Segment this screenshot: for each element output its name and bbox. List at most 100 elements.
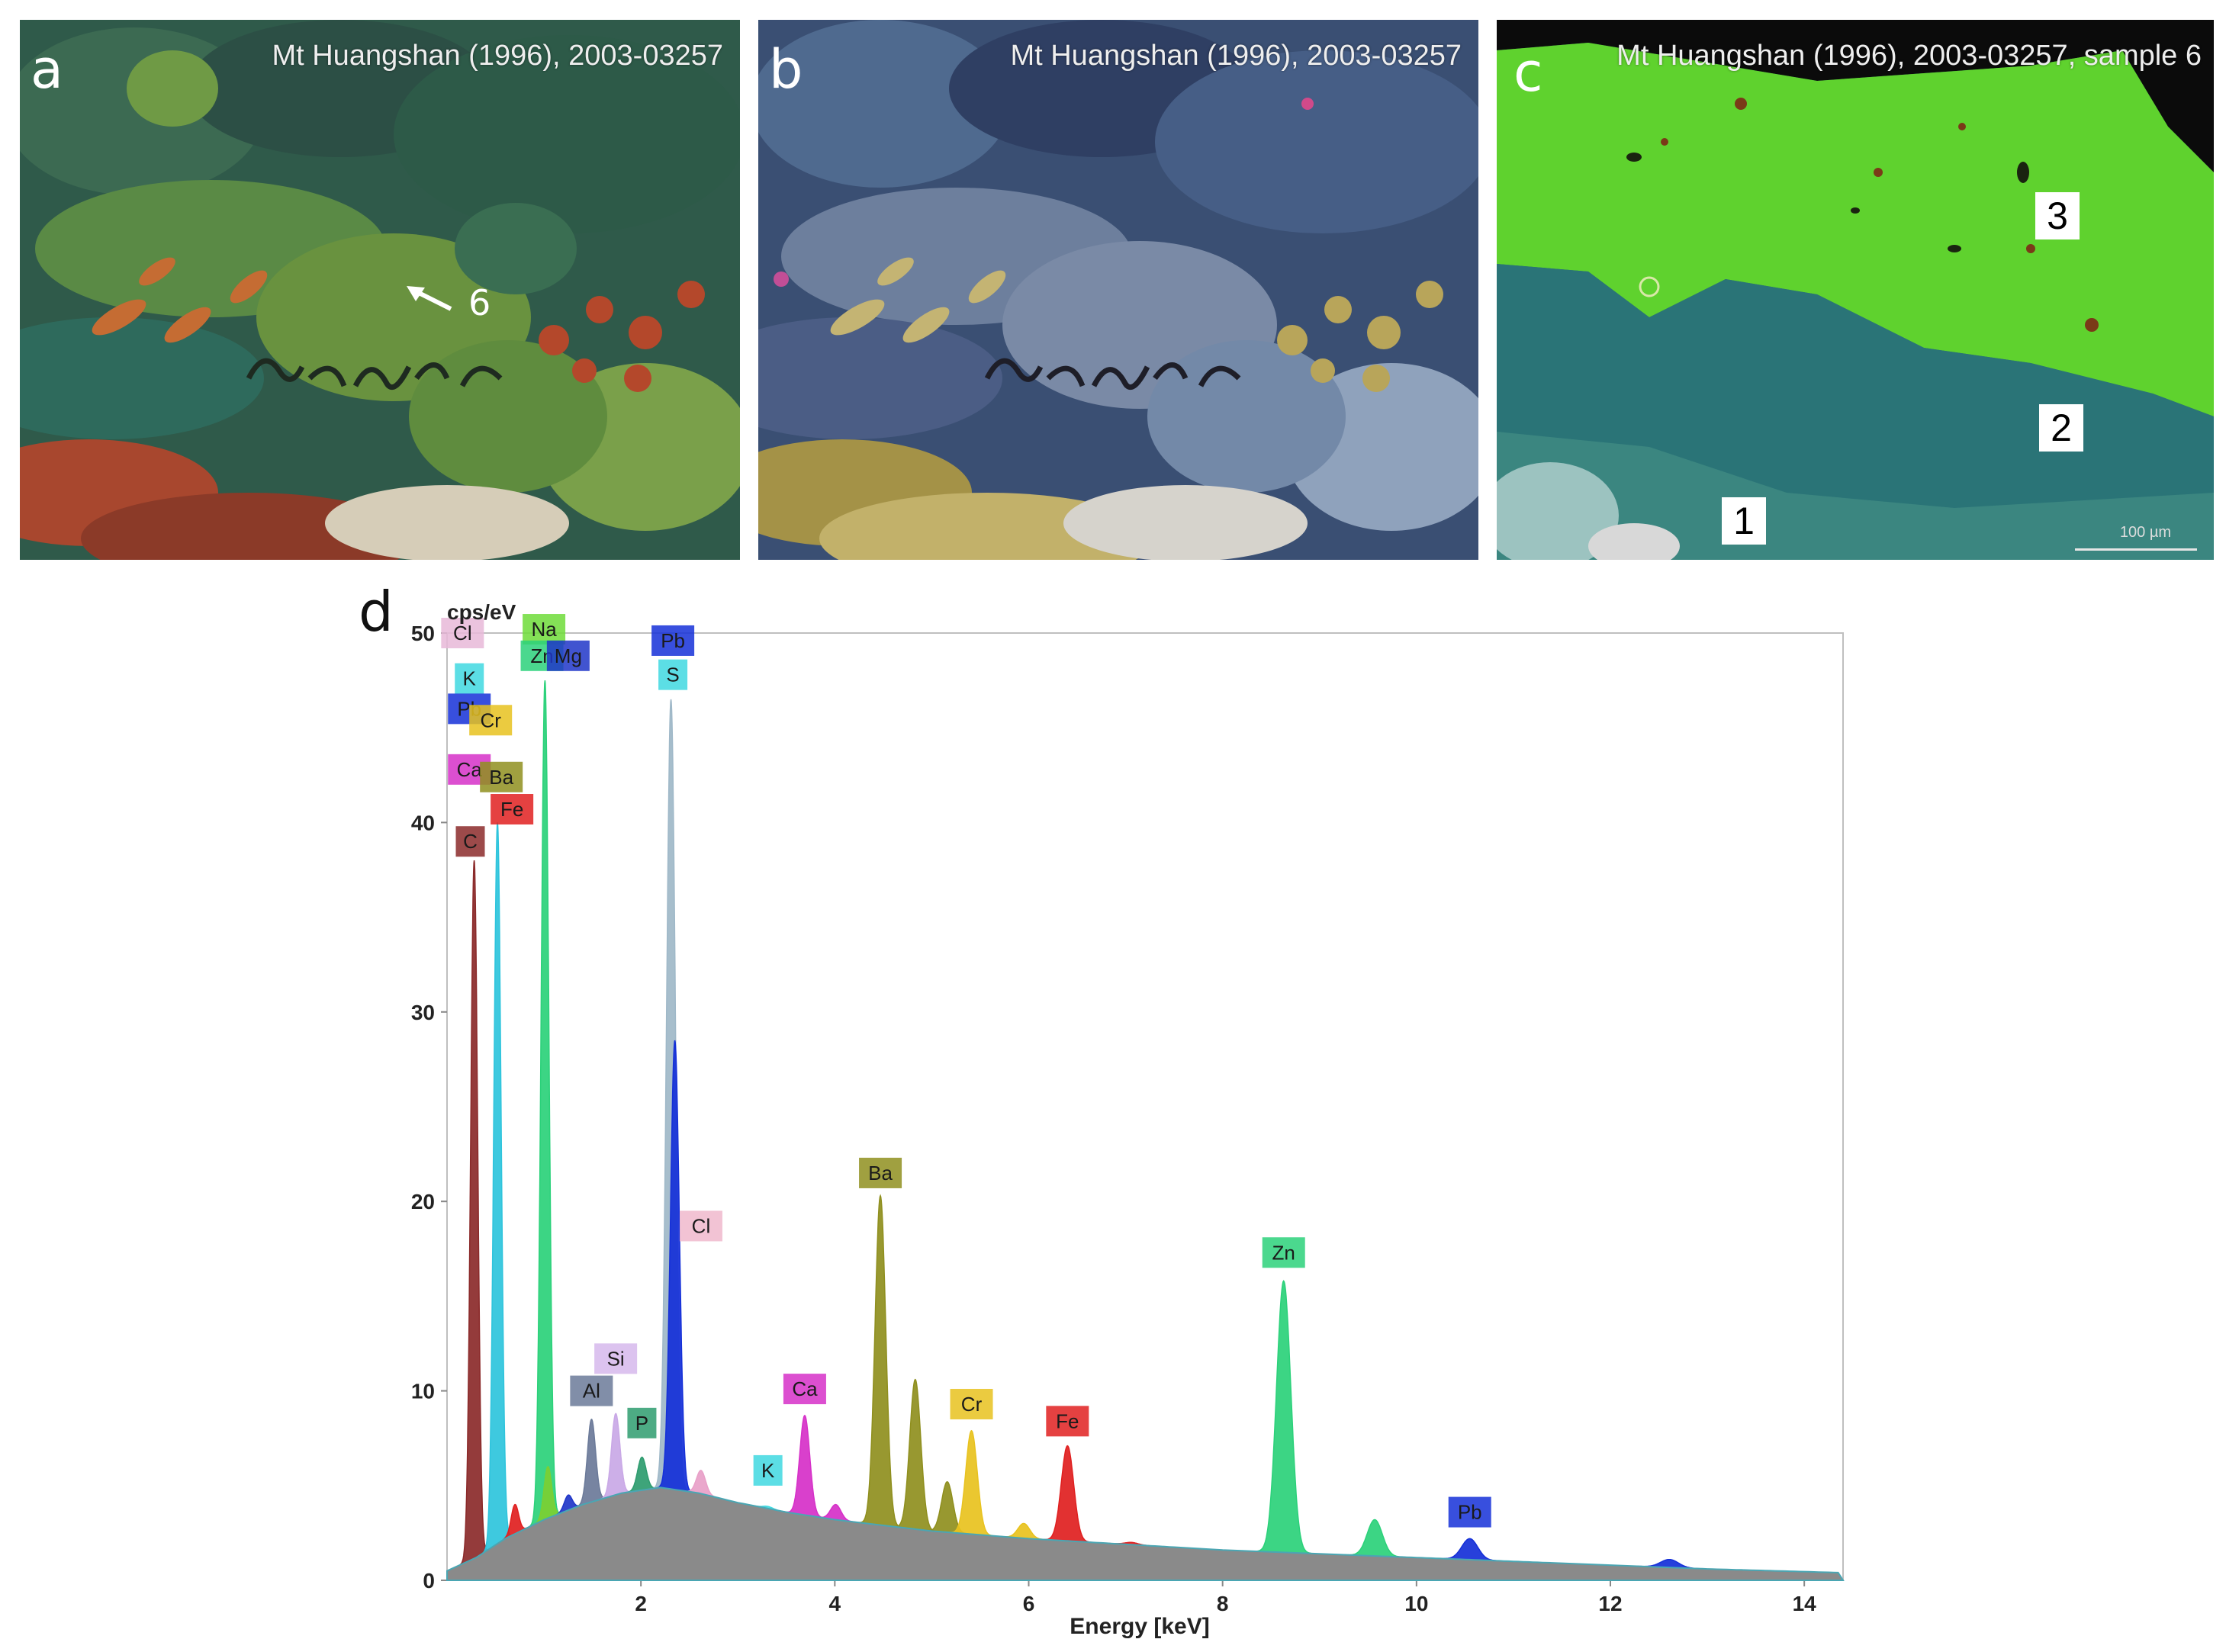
peak-label-box bbox=[441, 618, 484, 648]
peak-label-na: Na bbox=[523, 614, 566, 645]
peak-label-zn: Zn bbox=[1262, 1237, 1305, 1268]
x-tick-label: 10 bbox=[1404, 1592, 1428, 1615]
peak-label-box bbox=[859, 1157, 902, 1188]
panel-b-letter: b bbox=[769, 38, 803, 101]
panel-a-letter: a bbox=[31, 38, 63, 101]
sample-arrow-icon bbox=[407, 286, 452, 311]
peak-label-text: Cr bbox=[961, 1393, 983, 1416]
peak-label-cl: Cl bbox=[441, 618, 484, 648]
peak-label-fe: Fe bbox=[1046, 1406, 1089, 1437]
layer-label-3: 3 bbox=[2035, 192, 2080, 239]
peak-label-box bbox=[1046, 1406, 1089, 1437]
background-continuum bbox=[446, 1486, 1845, 1581]
y-tick-label: 10 bbox=[411, 1380, 435, 1403]
peak-label-text: Cl bbox=[453, 622, 472, 644]
peak-label-box bbox=[753, 1454, 783, 1486]
peak-label-text: P bbox=[635, 1412, 648, 1435]
peak-label-ca: Ca bbox=[783, 1374, 826, 1405]
peak-label-c: C bbox=[455, 826, 485, 857]
peak-label-p: P bbox=[627, 1407, 657, 1438]
plot-frame bbox=[446, 632, 1844, 1581]
peak-label-box bbox=[1262, 1237, 1305, 1268]
panel-b-photo: b Mt Huangshan (1996), 2003-03257 bbox=[758, 20, 1478, 560]
peak-label-box bbox=[523, 614, 566, 645]
peak-label-box bbox=[455, 663, 484, 694]
peak-label-box bbox=[455, 826, 485, 857]
peak-label-layer: ClNaZnMgKPbCrCaBaFeCPbSClSiAlPKCaBaCrFeZ… bbox=[441, 614, 1491, 1528]
layer-label-1: 1 bbox=[1722, 497, 1766, 545]
peak-label-text: Ca bbox=[457, 758, 483, 781]
peak-label-s: S bbox=[658, 659, 688, 690]
peak-c bbox=[459, 860, 489, 1581]
peak-label-text: Zn bbox=[1272, 1241, 1295, 1264]
peak-label-box bbox=[783, 1374, 826, 1405]
painting-detail-image bbox=[20, 20, 740, 560]
peak-label-cr: Cr bbox=[950, 1388, 993, 1419]
y-axis-label: cps/eV bbox=[447, 600, 516, 624]
peak-label-box bbox=[950, 1388, 993, 1419]
peak-label-k: K bbox=[753, 1454, 783, 1486]
peak-ba bbox=[858, 1194, 902, 1581]
peak-label-text: K bbox=[761, 1459, 775, 1482]
peak-label-box bbox=[658, 659, 688, 690]
peak-zn bbox=[529, 680, 561, 1581]
y-tick-label: 50 bbox=[411, 622, 435, 645]
peak-label-text: Si bbox=[607, 1347, 625, 1370]
peak-label-text: Pb bbox=[661, 629, 685, 652]
peak-label-text: Pb bbox=[1458, 1501, 1482, 1524]
panel-c-caption: Mt Huangshan (1996), 2003-03257, sample … bbox=[1616, 40, 2202, 72]
y-tick-label: 0 bbox=[423, 1569, 435, 1593]
peak-zn bbox=[1254, 1280, 1314, 1581]
peak-label-box bbox=[480, 761, 523, 792]
peak-label-pb: Pb bbox=[651, 625, 695, 656]
peak-label-text: K bbox=[463, 667, 477, 690]
chart-axes: 0 10 20 30 40 50 2 4 6 8 10 12 14 bbox=[411, 622, 1844, 1615]
peak-label-box bbox=[570, 1375, 613, 1406]
panel-a-photo: a Mt Huangshan (1996), 2003-03257 6 bbox=[20, 20, 740, 560]
sample-location-label: 6 bbox=[468, 282, 491, 323]
peak-label-text: Cr bbox=[480, 709, 501, 731]
peak-label-box bbox=[469, 705, 513, 736]
background-layer bbox=[446, 1486, 1845, 1581]
peak-label-box bbox=[679, 1210, 722, 1242]
peak-label-box bbox=[491, 794, 534, 825]
panel-a-caption: Mt Huangshan (1996), 2003-03257 bbox=[272, 40, 723, 72]
scale-bar-label: 100 µm bbox=[2119, 524, 2171, 541]
peak-label-box bbox=[594, 1343, 638, 1374]
peak-pb bbox=[656, 1040, 693, 1581]
peak-label-text: S bbox=[666, 664, 679, 686]
x-tick-label: 12 bbox=[1598, 1592, 1622, 1615]
cross-section-image bbox=[1497, 20, 2214, 560]
edx-spectrum-chart: 0 10 20 30 40 50 2 4 6 8 10 12 14 Cl Na Zn Mg K Pb Cr Ca Ba F… bbox=[411, 600, 1845, 1639]
y-tick-label: 30 bbox=[411, 1001, 435, 1024]
peak-label-cr: Cr bbox=[469, 705, 513, 736]
peak-label-text: Mg bbox=[555, 644, 582, 667]
y-tick-label: 40 bbox=[411, 811, 435, 834]
panel-c-letter: c bbox=[1513, 41, 1543, 104]
y-tick-label: 20 bbox=[411, 1190, 435, 1213]
peak-label-text: Cl bbox=[692, 1214, 711, 1237]
painting-detail-uv-image bbox=[758, 20, 1478, 560]
peak-label-text: Fe bbox=[500, 798, 523, 821]
peak-label-text: Ca bbox=[792, 1377, 818, 1400]
x-tick-label: 6 bbox=[1023, 1592, 1035, 1615]
peak-label-box bbox=[651, 625, 695, 656]
panel-b-caption: Mt Huangshan (1996), 2003-03257 bbox=[1010, 40, 1462, 72]
peak-label-pb: Pb bbox=[1448, 1496, 1491, 1528]
panel-d-letter: d bbox=[359, 580, 394, 644]
x-tick-label: 8 bbox=[1217, 1592, 1229, 1615]
layer-label-2: 2 bbox=[2039, 404, 2083, 452]
x-tick-label: 2 bbox=[635, 1592, 647, 1615]
scale-bar bbox=[2075, 548, 2197, 551]
peak-label-text: C bbox=[463, 830, 478, 853]
peak-label-text: Fe bbox=[1056, 1409, 1079, 1432]
peak-label-ba: Ba bbox=[480, 761, 523, 792]
peak-label-k: K bbox=[455, 663, 484, 694]
x-tick-label: 14 bbox=[1793, 1592, 1817, 1615]
x-axis-label: Energy [keV] bbox=[1070, 1614, 1209, 1639]
peak-label-text: Al bbox=[583, 1380, 600, 1403]
peak-label-ba: Ba bbox=[859, 1157, 902, 1188]
peak-label-text: Na bbox=[531, 618, 557, 641]
peak-label-text: Ba bbox=[868, 1162, 893, 1184]
peak-label-cl: Cl bbox=[679, 1210, 722, 1242]
